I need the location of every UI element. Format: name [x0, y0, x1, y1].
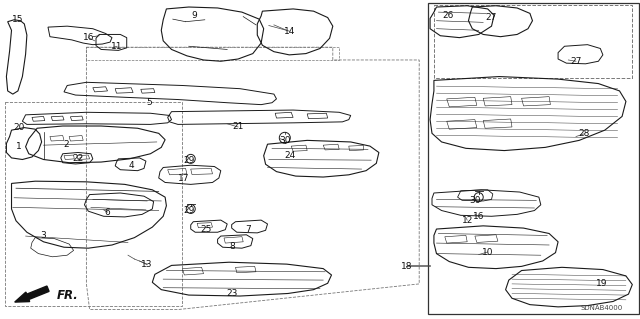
Text: 16: 16 [83, 33, 94, 42]
Text: 7: 7 [246, 225, 251, 234]
Text: 4: 4 [129, 161, 134, 170]
Text: FR.: FR. [56, 289, 78, 301]
Text: 27: 27 [570, 57, 582, 66]
Text: 20: 20 [13, 123, 25, 132]
Text: 27: 27 [486, 13, 497, 22]
Text: SDNAB4000: SDNAB4000 [580, 305, 623, 311]
Text: 6: 6 [105, 208, 110, 217]
Text: 1: 1 [17, 142, 22, 151]
Text: 29: 29 [183, 206, 195, 215]
Text: 11: 11 [111, 42, 123, 51]
Text: 30: 30 [469, 197, 481, 205]
Text: 2: 2 [63, 140, 68, 149]
Text: 23: 23 [226, 289, 237, 298]
FancyArrow shape [15, 286, 49, 302]
Text: 12: 12 [461, 216, 473, 225]
Text: 30: 30 [279, 136, 291, 145]
Text: 15: 15 [12, 15, 23, 24]
Text: 3: 3 [41, 231, 46, 240]
Text: 25: 25 [200, 225, 212, 234]
Text: 22: 22 [72, 154, 84, 163]
Text: 26: 26 [442, 11, 454, 20]
Text: 5: 5 [147, 98, 152, 107]
Text: 10: 10 [482, 248, 493, 256]
Text: 8: 8 [230, 242, 235, 251]
Text: 13: 13 [141, 260, 153, 269]
Text: 24: 24 [284, 151, 296, 160]
Text: 17: 17 [178, 174, 189, 182]
Text: 28: 28 [578, 130, 589, 138]
Text: 18: 18 [401, 262, 412, 271]
Text: 14: 14 [284, 27, 296, 36]
Text: 16: 16 [473, 212, 484, 221]
Text: 29: 29 [183, 156, 195, 165]
Text: 21: 21 [232, 122, 244, 131]
Text: 9: 9 [191, 11, 196, 20]
Text: 19: 19 [596, 279, 607, 288]
